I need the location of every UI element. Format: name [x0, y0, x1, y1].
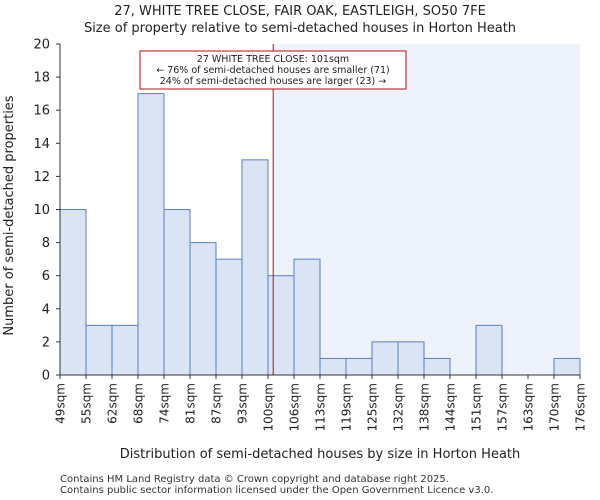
bar-113sqm	[319, 357, 347, 376]
x-ticks-group: 49sqm 55sqm 62sqm 68sqm 74sqm 81sqm 87sqm 93sqm…	[54, 375, 588, 431]
bar-68sqm	[137, 93, 165, 376]
annotation-line-2: ← 76% of semi-detached houses are smalle…	[156, 65, 390, 76]
y-tick-label: 2	[42, 335, 50, 350]
x-tick-label: 81sqm	[184, 383, 198, 424]
x-axis-label: Distribution of semi-detached houses by …	[120, 447, 521, 462]
x-tick-label: 144sqm	[444, 383, 458, 431]
x-tick-label: 74sqm	[158, 383, 172, 424]
bar-132sqm	[397, 341, 425, 376]
y-ticks-group: 0 2 4 6 8 10 12 14 16 18 20	[33, 38, 60, 384]
x-tick-label: 119sqm	[340, 383, 354, 431]
annotation-box: 27 WHITE TREE CLOSE: 101sqm ← 76% of sem…	[139, 50, 407, 90]
y-tick-label: 14	[33, 137, 50, 152]
bar-151sqm	[475, 324, 503, 376]
bar-74sqm	[163, 209, 191, 376]
bar-138sqm	[423, 357, 451, 376]
bars-group	[59, 93, 581, 376]
footer-copyright: Contains HM Land Registry data © Crown c…	[60, 474, 449, 485]
x-tick-label: 62sqm	[106, 383, 120, 424]
y-tick-label: 20	[33, 38, 50, 53]
y-tick-label: 8	[42, 236, 50, 251]
bar-100sqm	[267, 275, 295, 376]
y-tick-label: 12	[33, 170, 50, 185]
x-tick-label: 157sqm	[496, 383, 510, 431]
bar-87sqm	[215, 258, 243, 376]
x-tick-label: 93sqm	[236, 383, 250, 424]
bar-81sqm	[189, 242, 217, 376]
annotation-border	[139, 50, 407, 90]
x-tick-label: 176sqm	[574, 383, 588, 431]
bar-49sqm	[59, 209, 87, 376]
bar-93sqm	[241, 159, 269, 376]
x-tick-label: 163sqm	[522, 383, 536, 431]
y-tick-label: 10	[33, 203, 50, 218]
x-tick-label: 100sqm	[262, 383, 276, 431]
bar-170sqm	[553, 357, 581, 376]
bar-55sqm	[85, 324, 113, 376]
x-tick-label: 55sqm	[80, 383, 94, 424]
bar-125sqm	[371, 341, 399, 376]
x-tick-label: 87sqm	[210, 383, 224, 424]
highlight-region	[273, 44, 580, 375]
x-tick-label: 151sqm	[470, 383, 484, 431]
x-tick-label: 132sqm	[392, 383, 406, 431]
y-tick-label: 0	[42, 369, 50, 384]
chart-subtitle: Size of property relative to semi-detach…	[83, 21, 517, 36]
footer-licence: Contains public sector information licen…	[60, 485, 494, 496]
bar-106sqm	[293, 258, 321, 376]
bar-119sqm	[345, 357, 373, 376]
x-tick-label: 138sqm	[418, 383, 432, 431]
x-tick-label: 106sqm	[288, 383, 302, 431]
x-tick-label: 125sqm	[366, 383, 380, 431]
y-tick-label: 18	[33, 71, 50, 86]
y-tick-label: 16	[33, 104, 50, 119]
x-tick-label: 170sqm	[548, 383, 562, 431]
y-axis-label: Number of semi-detached properties	[2, 95, 17, 335]
annotation-line-3: 24% of semi-detached houses are larger (…	[160, 76, 387, 87]
y-tick-label: 4	[42, 302, 50, 317]
chart-title: 27, WHITE TREE CLOSE, FAIR OAK, EASTLEIG…	[114, 4, 486, 19]
x-tick-label: 49sqm	[54, 383, 68, 424]
x-tick-label: 68sqm	[132, 383, 146, 424]
x-tick-label: 113sqm	[314, 383, 328, 431]
y-tick-label: 6	[42, 269, 50, 284]
annotation-line-1: 27 WHITE TREE CLOSE: 101sqm	[197, 54, 349, 65]
bar-62sqm	[111, 324, 139, 376]
